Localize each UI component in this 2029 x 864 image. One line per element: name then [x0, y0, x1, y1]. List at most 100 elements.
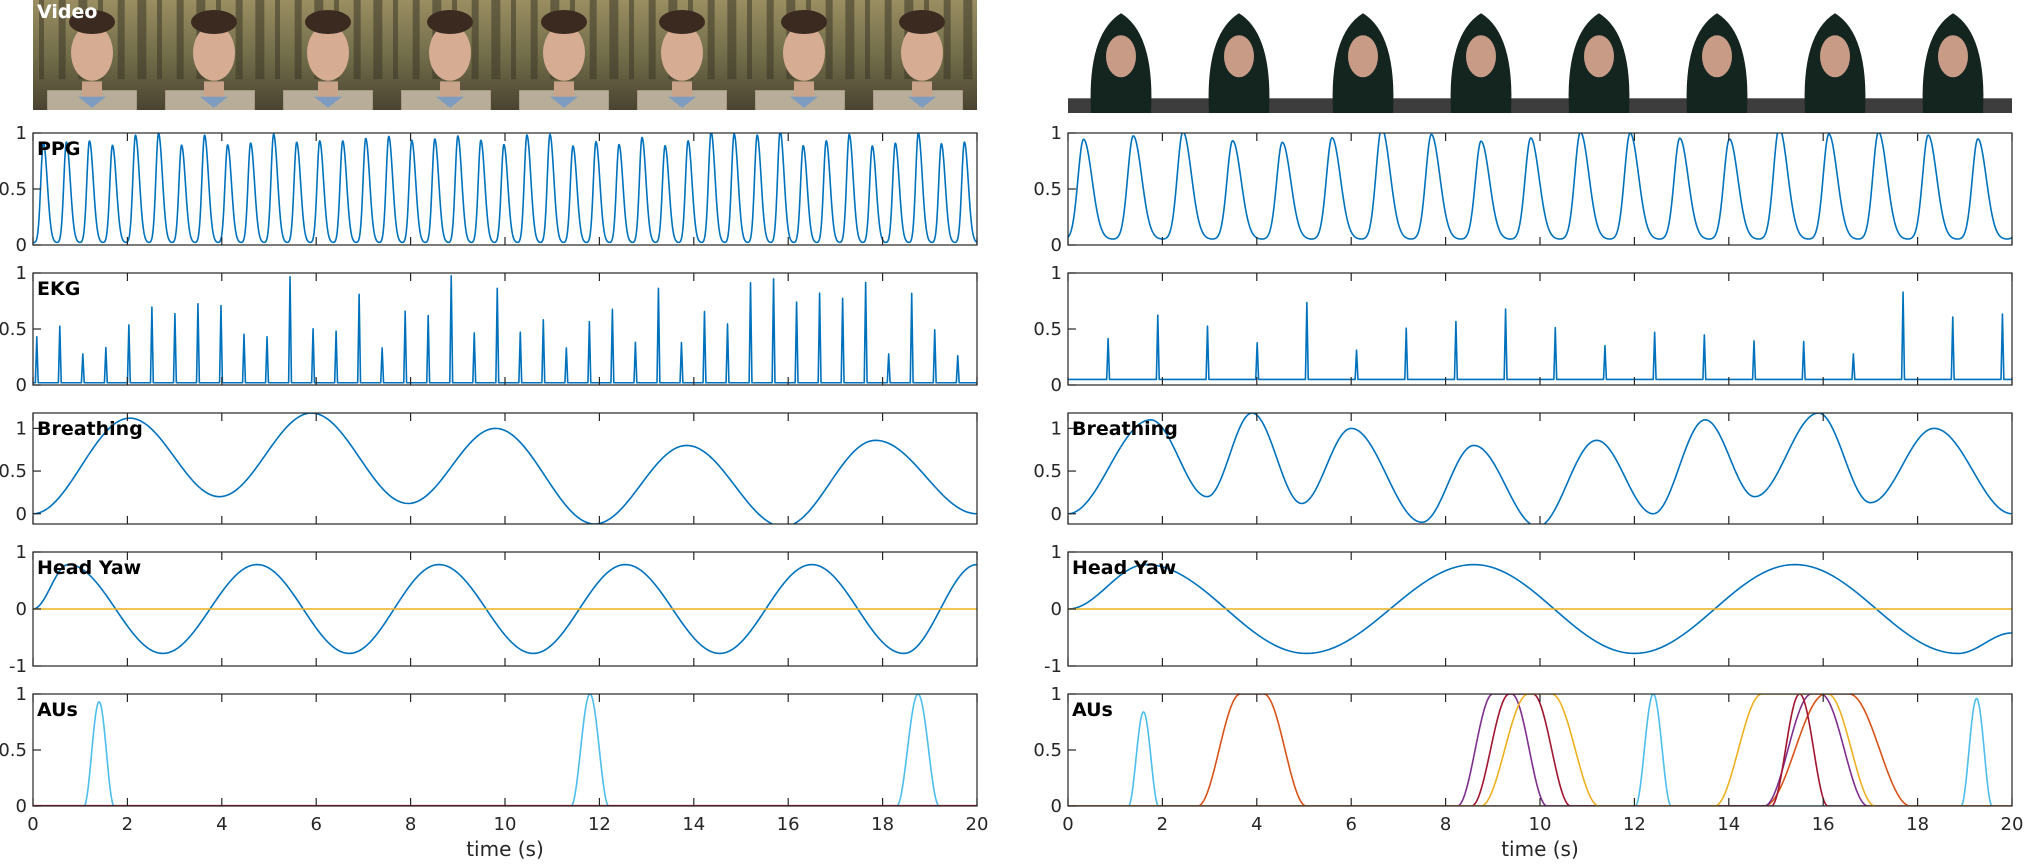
- panel-label: Head Yaw: [37, 557, 141, 579]
- axes-box: [32, 412, 978, 525]
- y-tick-label: 1: [1051, 684, 1062, 705]
- video-frame: [151, 0, 269, 110]
- y-tick-label: 1: [1051, 263, 1062, 284]
- panel-left-ppg: 0 0.5 1 PPG: [0, 123, 978, 256]
- video-strip-right: [1068, 8, 2012, 113]
- video-frame: [269, 0, 387, 110]
- y-tick-label: 1: [1051, 418, 1062, 439]
- panel-label: PPG: [37, 138, 80, 160]
- panel-left-breathing: 0 0.5 1 Breathing: [0, 412, 978, 525]
- x-tick-label: 8: [1440, 814, 1451, 835]
- x-tick-label: 10: [1529, 814, 1552, 835]
- x-tick-label: 4: [216, 814, 227, 835]
- panel-label: AUs: [37, 699, 78, 721]
- panel-right-unlabeled: 00.51: [1033, 123, 2013, 256]
- y-tick-label: 0.5: [1033, 461, 1062, 482]
- y-tick-label: -1: [1044, 656, 1062, 677]
- video-frame: [1186, 8, 1304, 113]
- series-line: [33, 133, 977, 244]
- y-tick-label: 1: [16, 263, 27, 284]
- video-frame: [1776, 8, 1894, 113]
- x-tick-label: 20: [966, 814, 989, 835]
- x-tick-label: 8: [405, 814, 416, 835]
- y-tick-label: -1: [9, 656, 27, 677]
- x-tick-label: 14: [1717, 814, 1740, 835]
- y-tick-label: 1: [1051, 123, 1062, 144]
- series-line: [33, 694, 977, 806]
- video-frame: [859, 0, 977, 110]
- video-label: Video: [37, 1, 97, 23]
- x-tick-label: 2: [1157, 814, 1168, 835]
- video-frame: [1422, 8, 1540, 113]
- series-line: [33, 274, 977, 384]
- y-tick-label: 1: [16, 684, 27, 705]
- y-tick-label: 0: [1051, 796, 1062, 817]
- series-line: [1068, 694, 2012, 806]
- y-tick-label: 0.5: [0, 319, 27, 340]
- y-tick-label: 0: [16, 599, 27, 620]
- x-tick-label: 12: [1623, 814, 1646, 835]
- video-frame: [1304, 8, 1422, 113]
- video-frame: [505, 0, 623, 110]
- panel-right-breathing: 0 0.5 1 Breathing: [1033, 412, 2013, 525]
- series-line: [33, 413, 977, 524]
- panel-label: Breathing: [37, 418, 143, 440]
- x-tick-label: 0: [27, 814, 38, 835]
- y-tick-label: 0: [1051, 599, 1062, 620]
- series-line: [1068, 133, 2012, 240]
- y-tick-label: 1: [1051, 542, 1062, 563]
- video-frame: [1068, 8, 1186, 113]
- axes-box: [32, 693, 978, 807]
- x-axis-label: time (s): [1501, 837, 1579, 861]
- axes-box: [1067, 272, 2013, 386]
- video-frame: [1540, 8, 1658, 113]
- x-tick-label: 20: [2001, 814, 2024, 835]
- x-tick-label: 6: [1345, 814, 1356, 835]
- video-frame: [741, 0, 859, 110]
- video-frame: [623, 0, 741, 110]
- x-tick-label: 0: [1062, 814, 1073, 835]
- series-line: [1068, 413, 2012, 524]
- series-line: [1068, 694, 2012, 806]
- x-tick-label: 2: [122, 814, 133, 835]
- x-axis-label: time (s): [466, 837, 544, 861]
- x-tick-label: 4: [1251, 814, 1262, 835]
- y-tick-label: 0: [1051, 375, 1062, 396]
- x-tick-label: 6: [310, 814, 321, 835]
- panel-left-ekg: 0 0.5 1 EKG: [0, 263, 978, 396]
- y-tick-label: 0: [1051, 235, 1062, 256]
- series-line: [1068, 291, 2012, 381]
- x-tick-label: 12: [588, 814, 611, 835]
- y-tick-label: 0: [1051, 504, 1062, 525]
- y-tick-label: 0.5: [1033, 740, 1062, 761]
- y-tick-label: 0: [16, 504, 27, 525]
- video-frame: [387, 0, 505, 110]
- axes-box: [1067, 412, 2013, 525]
- x-tick-label: 14: [682, 814, 705, 835]
- series-line: [1068, 694, 2012, 806]
- y-tick-label: 0.5: [1033, 179, 1062, 200]
- panel-label: Breathing: [1072, 418, 1178, 440]
- y-tick-label: 1: [16, 542, 27, 563]
- series-line: [1068, 694, 2012, 806]
- y-tick-label: 0.5: [0, 461, 27, 482]
- y-tick-label: 0.5: [0, 740, 27, 761]
- panel-right-unlabeled: 00.51: [1033, 263, 2013, 396]
- x-tick-label: 18: [871, 814, 894, 835]
- panel-label: Head Yaw: [1072, 557, 1176, 579]
- x-tick-label: 16: [1812, 814, 1835, 835]
- y-tick-label: 0: [16, 796, 27, 817]
- panel-right-head-yaw: -1 0 1 Head Yaw: [1044, 542, 2013, 677]
- y-tick-label: 1: [16, 418, 27, 439]
- video-frame: [1894, 8, 2012, 113]
- y-tick-label: 0: [16, 375, 27, 396]
- panel-label: EKG: [37, 278, 80, 300]
- y-tick-label: 0: [16, 235, 27, 256]
- x-tick-label: 16: [777, 814, 800, 835]
- y-tick-label: 0.5: [1033, 319, 1062, 340]
- video-frame: [33, 0, 151, 110]
